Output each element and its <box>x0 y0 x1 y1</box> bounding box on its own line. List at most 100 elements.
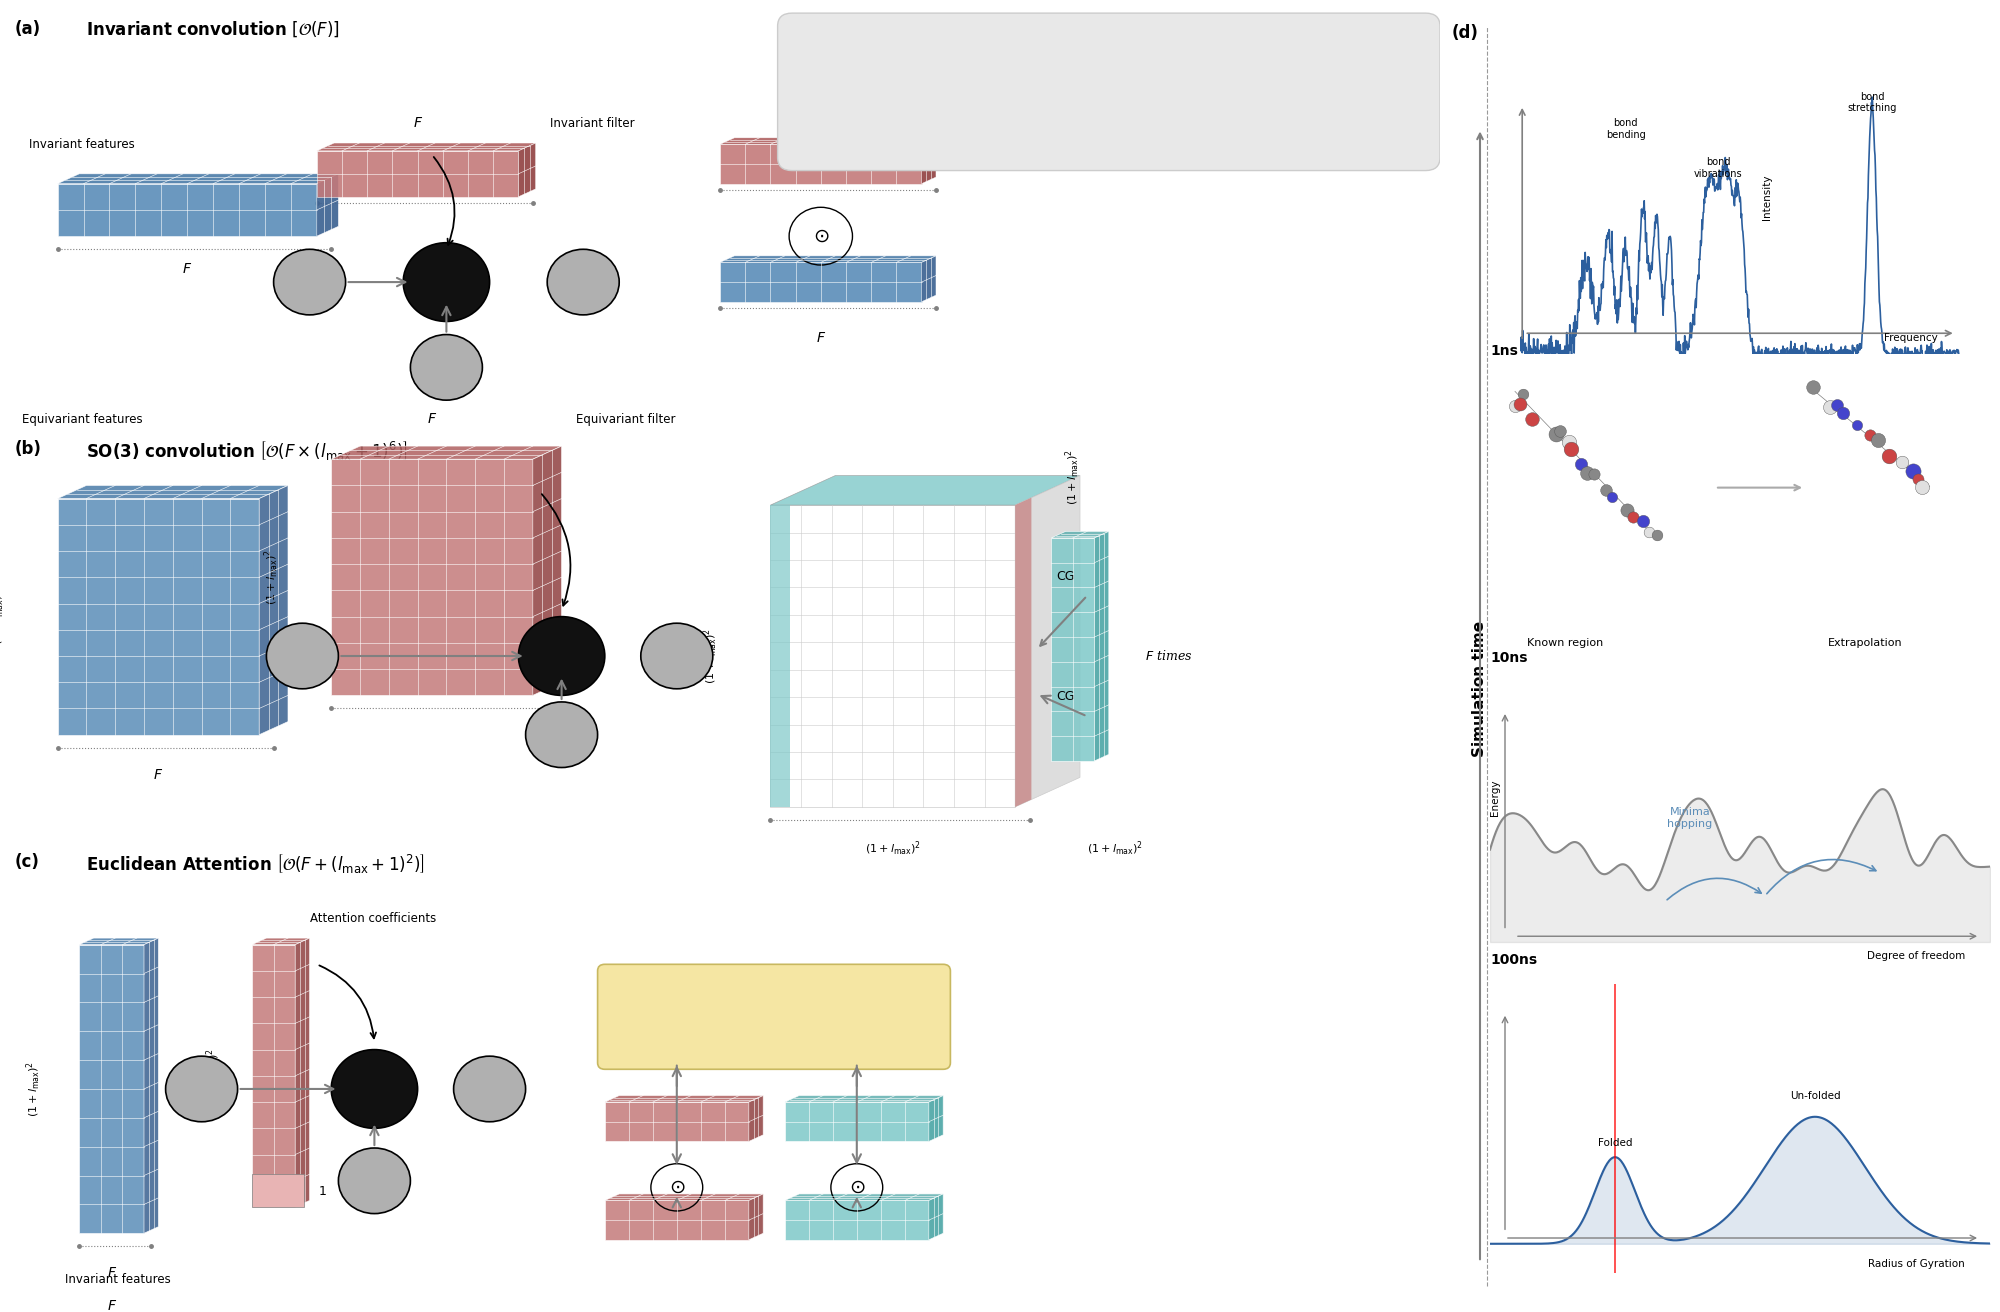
FancyBboxPatch shape <box>598 964 950 1069</box>
Polygon shape <box>928 1096 944 1141</box>
Polygon shape <box>260 485 288 735</box>
Circle shape <box>332 1050 418 1128</box>
Polygon shape <box>144 938 158 1233</box>
Text: (c): (c) <box>14 853 40 871</box>
Point <box>1500 395 1532 416</box>
Text: 10ns: 10ns <box>1490 651 1528 665</box>
Text: $F$: $F$ <box>106 1266 116 1281</box>
Polygon shape <box>604 1102 748 1141</box>
Text: $F$: Feature dimension    $l_{\mathrm{max}}$: Maximal degree: $F$: Feature dimension $l_{\mathrm{max}}… <box>828 52 1114 70</box>
Polygon shape <box>58 485 288 499</box>
Text: Simulation time: Simulation time <box>1472 621 1488 757</box>
Point <box>1628 510 1660 531</box>
Text: Known region: Known region <box>1526 639 1604 648</box>
Polygon shape <box>784 1096 944 1102</box>
Text: $\odot$: $\odot$ <box>848 1178 866 1197</box>
Polygon shape <box>252 945 296 1207</box>
Polygon shape <box>252 1174 304 1207</box>
FancyBboxPatch shape <box>778 13 1440 171</box>
Text: bond
vibrations: bond vibrations <box>1694 157 1742 178</box>
Text: $F$: $F$ <box>154 768 164 782</box>
Polygon shape <box>58 499 260 735</box>
Circle shape <box>518 617 604 695</box>
Text: Invariant features: Invariant features <box>28 138 134 151</box>
Text: $\mathbf{Euclidean\ Attention}\ \left[\mathcal{O}(F + (l_{\mathrm{max}}+1)^2)\ri: $\mathbf{Euclidean\ Attention}\ \left[\m… <box>86 853 426 876</box>
Text: $F$: $F$ <box>182 262 192 277</box>
Point <box>1590 479 1622 500</box>
Text: $F$: $F$ <box>816 104 826 118</box>
Text: CG: Clebsch-Gordan Contraction: CG: Clebsch-Gordan Contraction <box>828 112 1036 125</box>
Text: Minima
hopping: Minima hopping <box>1668 807 1712 829</box>
Polygon shape <box>922 256 936 302</box>
Polygon shape <box>604 1096 764 1102</box>
Polygon shape <box>518 143 536 197</box>
Text: 1: 1 <box>318 1185 326 1198</box>
Point <box>1610 500 1642 521</box>
Polygon shape <box>58 184 316 236</box>
Polygon shape <box>1016 497 1032 807</box>
Point <box>1642 525 1674 546</box>
Text: $(1+l_{\mathrm{max}})^2$: $(1+l_{\mathrm{max}})^2$ <box>1088 840 1144 858</box>
Polygon shape <box>1016 476 1080 807</box>
Text: bond
stretching: bond stretching <box>1848 92 1896 113</box>
Circle shape <box>410 335 482 400</box>
Circle shape <box>338 1148 410 1214</box>
Text: $(1+l_{\mathrm{max}})^2$: $(1+l_{\mathrm{max}})^2$ <box>864 840 920 858</box>
Polygon shape <box>784 1102 928 1141</box>
Polygon shape <box>80 938 158 945</box>
Circle shape <box>454 1056 526 1122</box>
Text: Intensity: Intensity <box>1762 174 1772 219</box>
Point <box>1814 398 1846 419</box>
Polygon shape <box>296 938 310 1207</box>
Text: Attention coefficients: Attention coefficients <box>310 912 436 925</box>
Text: $(1+l_{\mathrm{max}})^2$: $(1+l_{\mathrm{max}})^2$ <box>1064 449 1082 505</box>
Text: (a): (a) <box>14 20 40 38</box>
Point <box>1874 446 1906 467</box>
Polygon shape <box>720 256 936 262</box>
Point <box>1516 408 1548 429</box>
Circle shape <box>274 249 346 315</box>
Polygon shape <box>784 1200 928 1240</box>
Point <box>1902 468 1934 489</box>
Circle shape <box>266 623 338 689</box>
Polygon shape <box>604 1200 748 1240</box>
Polygon shape <box>748 1096 764 1141</box>
Point <box>1578 464 1610 485</box>
Polygon shape <box>532 446 562 695</box>
Polygon shape <box>316 143 536 151</box>
Text: Energy: Energy <box>1490 779 1500 816</box>
Point <box>1544 421 1576 442</box>
Text: Self-attention: Self-attention <box>728 1010 814 1023</box>
Text: $F$: $F$ <box>106 1299 116 1312</box>
Point <box>1540 424 1572 445</box>
Text: $F$: $F$ <box>426 412 438 426</box>
Polygon shape <box>332 446 562 459</box>
Point <box>1862 429 1894 450</box>
Point <box>1508 383 1540 404</box>
Point <box>1842 415 1874 436</box>
Polygon shape <box>720 262 922 302</box>
Polygon shape <box>316 151 518 197</box>
Text: $(1+l_{\mathrm{max}})^2$: $(1+l_{\mathrm{max}})^2$ <box>206 1048 224 1103</box>
Point <box>1886 451 1918 472</box>
Circle shape <box>166 1056 238 1122</box>
Text: $F$: $F$ <box>412 115 422 130</box>
Point <box>1618 506 1650 527</box>
Point <box>1826 401 1858 422</box>
Polygon shape <box>1094 531 1108 761</box>
Polygon shape <box>770 476 1080 505</box>
Circle shape <box>526 702 598 768</box>
Text: $\odot$: $\odot$ <box>812 227 830 245</box>
Polygon shape <box>770 505 1016 807</box>
Text: Extrapolation: Extrapolation <box>1828 639 1902 648</box>
Text: Un-folded: Un-folded <box>1790 1092 1840 1102</box>
Circle shape <box>548 249 620 315</box>
Text: $(1+l_{\mathrm{max}})^2$: $(1+l_{\mathrm{max}})^2$ <box>828 1051 884 1069</box>
Text: Invariant features: Invariant features <box>64 1273 170 1286</box>
Point <box>1596 487 1628 508</box>
Text: Frequency: Frequency <box>1884 333 1938 344</box>
Text: $(1+l_{\mathrm{max}})^2$: $(1+l_{\mathrm{max}})^2$ <box>262 550 280 605</box>
Text: Invariant filter: Invariant filter <box>550 117 634 130</box>
Text: (b): (b) <box>14 440 42 458</box>
Point <box>1570 462 1602 483</box>
